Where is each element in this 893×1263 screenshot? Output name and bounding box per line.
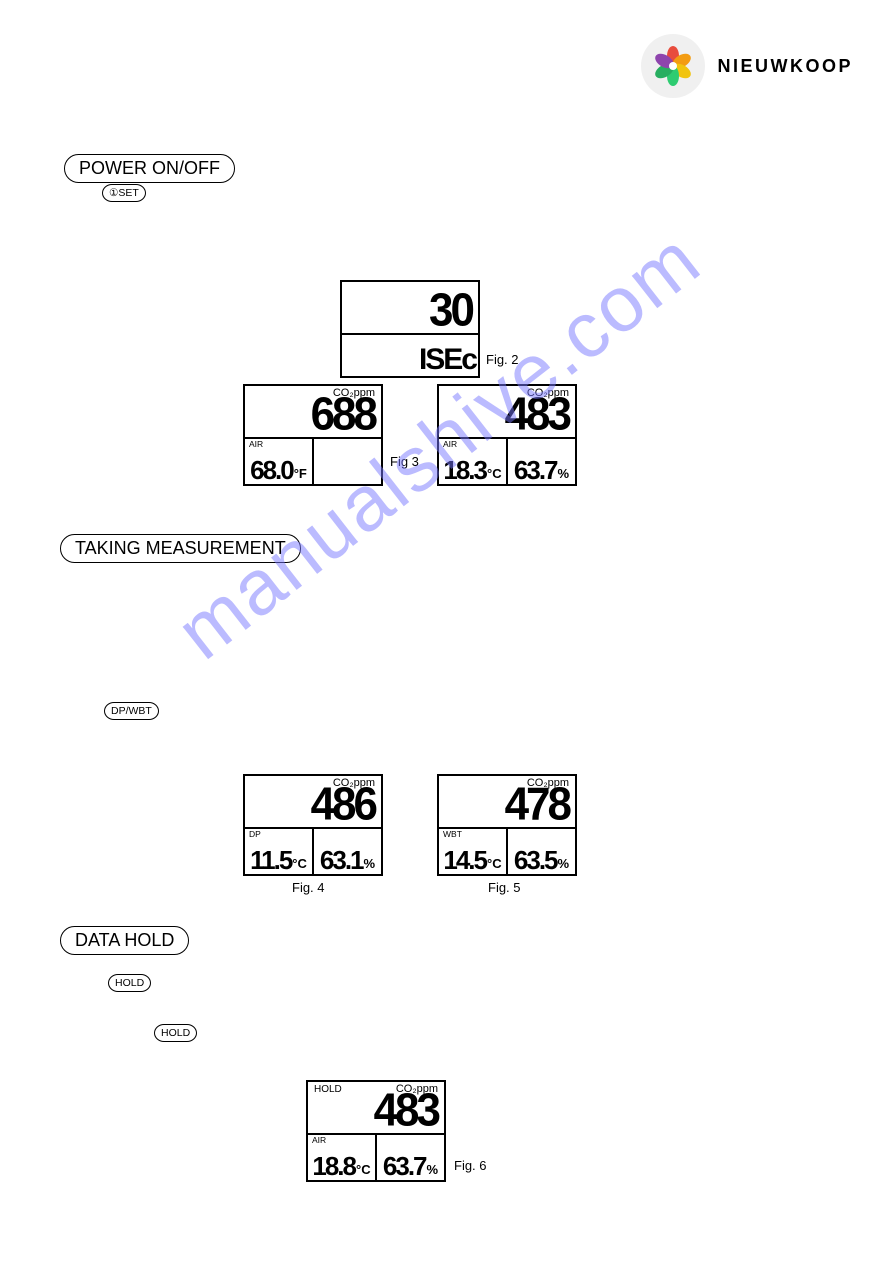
fig5-temp-value: 14.5 — [443, 847, 486, 873]
fig6-rh-unit: % — [427, 1162, 439, 1179]
lcd-fig3a: CO₂ppm 688 AIR 68.0 °F — [243, 384, 383, 486]
fig3b-air-label: AIR — [443, 439, 457, 449]
fig3a-air-label: AIR — [249, 439, 263, 449]
fig4-main-value: 486 — [311, 782, 375, 828]
hold-button-label-2: HOLD — [154, 1024, 197, 1042]
flower-icon — [651, 44, 695, 88]
set-button-label: ①SET — [102, 184, 146, 202]
fig2-sec-value: ISEc — [419, 345, 476, 375]
fig6-temp-value: 18.8 — [312, 1153, 355, 1179]
lcd-fig2: 30 ISEc — [340, 280, 480, 378]
heading-measurement: TAKING MEASUREMENT — [60, 534, 301, 563]
fig5-rh-unit: % — [558, 856, 570, 873]
fig3a-main-value: 688 — [311, 392, 375, 438]
brand-header: NIEUWKOOP — [641, 34, 853, 98]
fig2-main-value: 30 — [429, 288, 472, 334]
fig3b-temp-value: 18.3 — [443, 457, 486, 483]
fig6-hold-label: HOLD — [314, 1084, 342, 1095]
fig5-caption: Fig. 5 — [488, 880, 521, 895]
fig4-rh-unit: % — [364, 856, 376, 873]
fig3b-main-value: 483 — [505, 392, 569, 438]
lcd-fig4: CO₂ppm 486 DP 11.5 °C 63.1 % — [243, 774, 383, 876]
brand-logo — [641, 34, 705, 98]
lcd-fig3b: CO₂ppm 483 AIR 18.3 °C 63.7 % — [437, 384, 577, 486]
fig3b-rh-value: 63.7 — [514, 457, 557, 483]
fig6-air-label: AIR — [312, 1135, 326, 1145]
fig5-wbt-label: WBT — [443, 829, 462, 839]
fig5-temp-unit: °C — [487, 856, 502, 873]
lcd-fig5: CO₂ppm 478 WBT 14.5 °C 63.5 % — [437, 774, 577, 876]
dpwbt-button-label: DP/WBT — [104, 702, 159, 720]
fig2-caption: Fig. 2 — [486, 352, 519, 367]
heading-power: POWER ON/OFF — [64, 154, 235, 183]
fig6-rh-value: 63.7 — [383, 1153, 426, 1179]
lcd-fig6: HOLD CO₂ppm 483 AIR 18.8 °C 63.7 % — [306, 1080, 446, 1182]
fig3a-temp-unit: °F — [294, 466, 307, 483]
hold-button-label-1: HOLD — [108, 974, 151, 992]
fig3b-rh-unit: % — [558, 466, 570, 483]
brand-name: NIEUWKOOP — [717, 56, 853, 77]
heading-datahold: DATA HOLD — [60, 926, 189, 955]
fig4-caption: Fig. 4 — [292, 880, 325, 895]
fig6-temp-unit: °C — [356, 1162, 371, 1179]
fig3b-temp-unit: °C — [487, 466, 502, 483]
fig3a-temp-value: 68.0 — [250, 457, 293, 483]
fig6-caption: Fig. 6 — [454, 1158, 487, 1173]
fig4-temp-value: 11.5 — [250, 847, 291, 873]
fig3-caption: Fig 3 — [390, 454, 419, 469]
fig6-main-value: 483 — [374, 1088, 438, 1134]
fig4-temp-unit: °C — [292, 856, 307, 873]
fig4-dp-label: DP — [249, 829, 261, 839]
fig5-main-value: 478 — [505, 782, 569, 828]
fig4-rh-value: 63.1 — [320, 847, 363, 873]
fig5-rh-value: 63.5 — [514, 847, 557, 873]
